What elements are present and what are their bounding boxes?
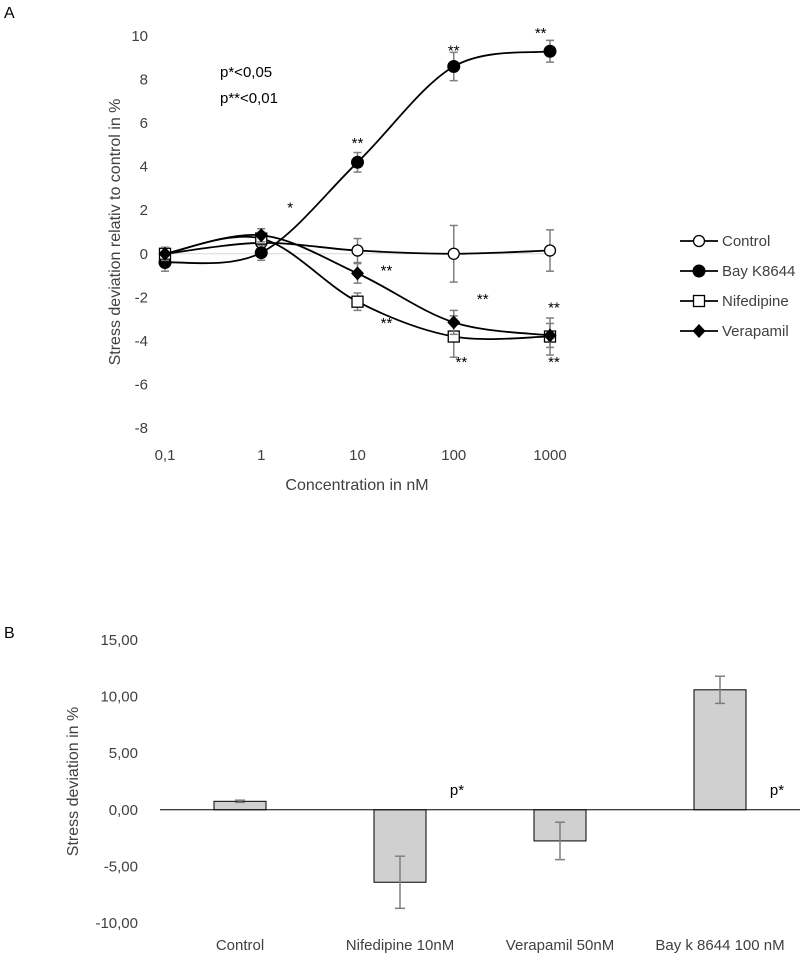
legend-marker bbox=[692, 294, 706, 308]
category-label: Verapamil 50nM bbox=[506, 937, 614, 954]
significance-marker: ** bbox=[548, 354, 560, 371]
data-point bbox=[351, 244, 364, 257]
data-point bbox=[447, 247, 460, 260]
data-point bbox=[447, 315, 461, 330]
x-tick-label: 1 bbox=[257, 447, 265, 464]
data-point bbox=[351, 295, 364, 308]
significance-marker: ** bbox=[381, 315, 393, 332]
concentration-response-chart: -8 -6 -4 -2 0 2 4 6 8 10 0,1 1 10 100 1000 Concentratio… bbox=[107, 25, 795, 494]
legend-label: Nifedipine bbox=[722, 293, 789, 310]
significance-marker: ** bbox=[535, 25, 547, 42]
data-point bbox=[351, 155, 364, 169]
series-bay-k8644 bbox=[158, 39, 557, 272]
data-point bbox=[158, 246, 172, 261]
x-tick-label: 0,1 bbox=[155, 447, 176, 464]
legend: Control Bay K8644 Nifedipine Verapamil bbox=[680, 233, 795, 340]
stress-deviation-bar-chart: -10,00 -5,00 0,00 5,00 10,00 15,00 Stress devi… bbox=[65, 632, 800, 954]
legend-label: Bay K8644 bbox=[722, 263, 795, 280]
category-label: Bay k 8644 100 nM bbox=[655, 937, 784, 954]
significance-marker: ** bbox=[477, 291, 489, 308]
panel-b-label: B bbox=[4, 625, 15, 642]
panel-a-label: A bbox=[4, 5, 15, 22]
bar bbox=[693, 689, 747, 811]
data-point bbox=[254, 246, 268, 260]
y-tick-label: -5,00 bbox=[104, 858, 138, 875]
legend-marker bbox=[692, 234, 706, 248]
significance-marker: ** bbox=[448, 43, 460, 60]
data-point bbox=[447, 59, 461, 73]
x-tick-label: 10 bbox=[349, 447, 366, 464]
legend-marker bbox=[692, 264, 706, 278]
significance-marker: ** bbox=[381, 263, 393, 280]
x-tick-label: 100 bbox=[441, 447, 466, 464]
y-tick-label: 10,00 bbox=[100, 689, 138, 706]
significance-marker: ** bbox=[352, 135, 364, 152]
series-verapamil bbox=[158, 227, 557, 349]
y-axis-title: Stress deviation in % bbox=[65, 707, 82, 856]
legend-label: Verapamil bbox=[722, 323, 789, 340]
y-tick-label: 8 bbox=[140, 72, 148, 89]
category-label: Nifedipine 10nM bbox=[346, 937, 454, 954]
y-tick-label: 10 bbox=[131, 28, 148, 45]
x-tick-label: 1000 bbox=[533, 447, 566, 464]
y-tick-label: -4 bbox=[135, 333, 148, 350]
category-label: Control bbox=[216, 937, 264, 954]
significance-label: p* bbox=[770, 782, 784, 799]
y-tick-label: -10,00 bbox=[95, 915, 138, 932]
data-point bbox=[351, 266, 364, 281]
data-point bbox=[543, 244, 557, 257]
significance-note: p*<0,05 bbox=[220, 64, 272, 81]
significance-marker: * bbox=[287, 199, 293, 216]
significance-marker: ** bbox=[548, 300, 560, 317]
y-tick-label: 6 bbox=[140, 115, 148, 132]
data-point bbox=[543, 44, 557, 58]
y-tick-label: 0,00 bbox=[109, 802, 138, 819]
data-point bbox=[543, 328, 557, 343]
y-axis-title: Stress deviation relativ to control in % bbox=[107, 99, 124, 366]
y-tick-label: 5,00 bbox=[109, 745, 138, 762]
y-tick-label: 2 bbox=[140, 202, 148, 219]
x-axis-title: Concentration in nM bbox=[285, 477, 428, 494]
significance-note: p**<0,01 bbox=[220, 90, 278, 107]
y-tick-label: -6 bbox=[135, 376, 148, 393]
legend-marker bbox=[692, 324, 706, 338]
y-tick-label: 15,00 bbox=[100, 632, 138, 649]
y-tick-label: -8 bbox=[135, 420, 148, 437]
significance-label: p* bbox=[450, 782, 464, 799]
y-tick-label: 4 bbox=[140, 159, 148, 176]
significance-marker: ** bbox=[456, 354, 468, 371]
y-tick-label: 0 bbox=[140, 246, 148, 263]
y-tick-label: -2 bbox=[135, 289, 148, 306]
data-point bbox=[254, 228, 268, 243]
legend-label: Control bbox=[722, 233, 770, 250]
